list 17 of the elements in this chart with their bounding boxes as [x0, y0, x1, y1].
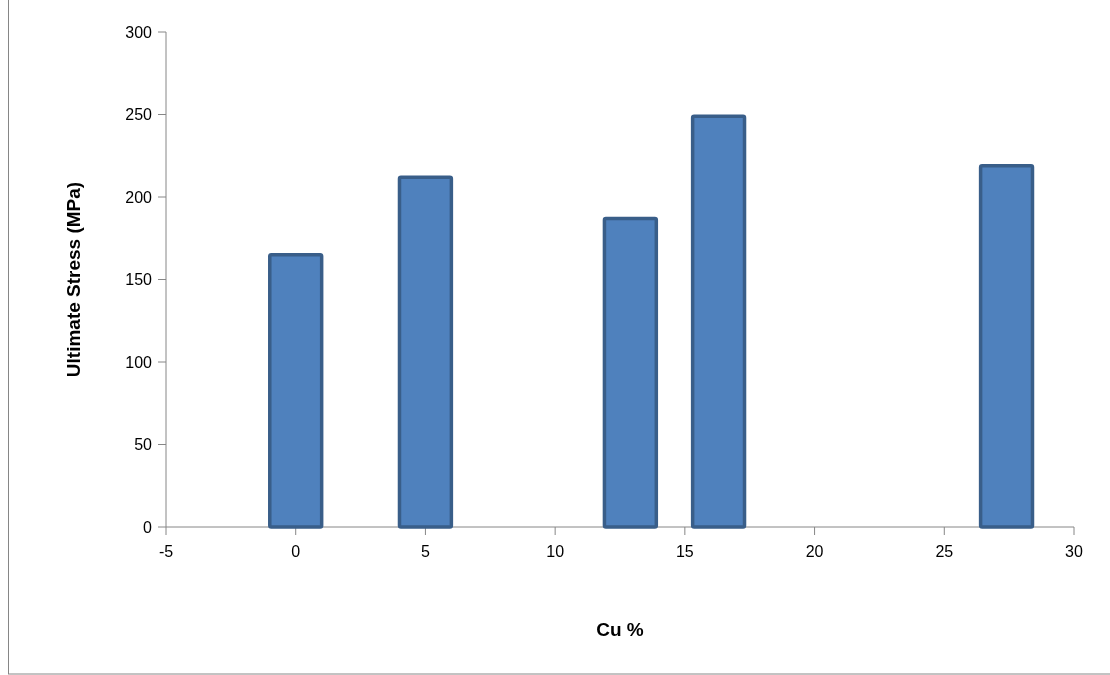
x-tick-label: 0 — [291, 543, 301, 560]
y-axis-title: Ultimate Stress (MPa) — [63, 181, 84, 378]
x-tick-label: 5 — [420, 543, 430, 560]
y-tick-label: 250 — [125, 106, 153, 124]
x-tick-label: 10 — [546, 543, 565, 560]
x-tick-label: -5 — [158, 543, 174, 560]
y-tick-label: 200 — [125, 188, 153, 206]
y-tick-label: 0 — [143, 518, 153, 536]
y-tick-label: 150 — [125, 271, 153, 289]
y-tick-label: 300 — [125, 23, 153, 41]
x-axis-title: Cu % — [596, 619, 644, 640]
y-tick-label: 50 — [134, 436, 153, 454]
x-tick-label: 20 — [805, 543, 824, 560]
y-tick-label: 100 — [125, 353, 153, 371]
x-tick-label: 30 — [1065, 543, 1083, 560]
x-tick-label: 15 — [675, 543, 694, 560]
x-tick-label: 25 — [935, 543, 954, 560]
